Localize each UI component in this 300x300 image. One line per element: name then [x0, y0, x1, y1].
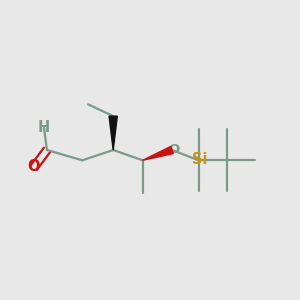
Text: H: H: [38, 120, 50, 135]
Text: Si: Si: [192, 152, 207, 166]
Polygon shape: [109, 116, 117, 150]
Text: O: O: [168, 142, 179, 156]
Polygon shape: [142, 146, 173, 160]
Text: O: O: [27, 159, 40, 174]
